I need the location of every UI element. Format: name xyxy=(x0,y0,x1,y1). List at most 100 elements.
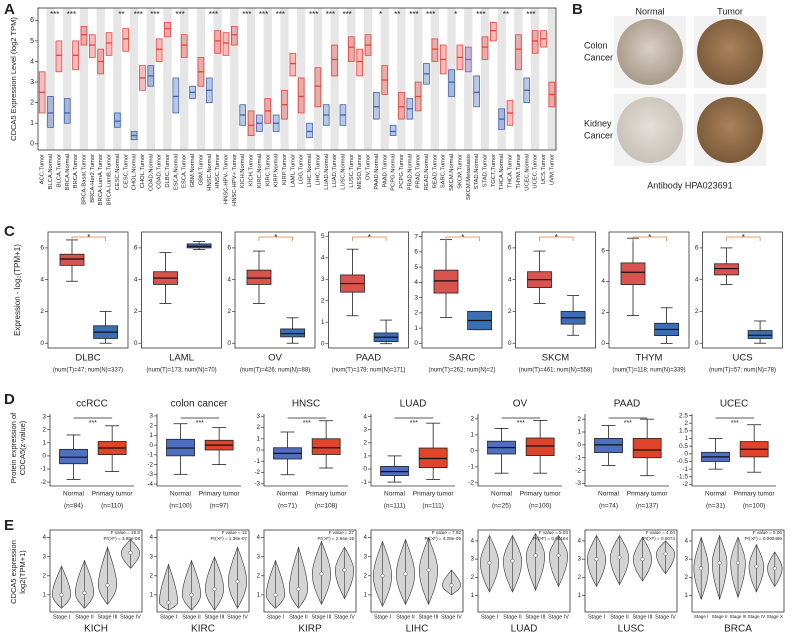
x-tick-label: THYM.Tumor xyxy=(516,154,522,189)
annotation: Pr(>F) = 2.94e-15 xyxy=(317,536,354,541)
y-tick-label: 0 xyxy=(134,340,138,347)
significance: * xyxy=(555,233,558,242)
bracket xyxy=(632,236,667,241)
significance: *** xyxy=(209,10,218,19)
subplot-title: LUSC xyxy=(618,624,645,635)
subplot-title: OV xyxy=(513,399,528,410)
column-label: Tumor xyxy=(717,6,743,16)
box xyxy=(632,438,662,459)
annotation: Pr(>F) = 4.08e-05 xyxy=(424,536,461,541)
x-tick-label: Stage IV xyxy=(120,614,141,620)
plot-frame xyxy=(234,231,316,349)
x-tick-label: Stage IV xyxy=(334,614,355,620)
x-tick-label: KIRP.Normal xyxy=(274,154,280,187)
count-label: (n=100) xyxy=(743,503,766,510)
y-tick-label: 6 xyxy=(134,245,138,252)
subplot-title: OV xyxy=(268,353,282,364)
y-tick-label: 0 xyxy=(363,466,367,473)
y-tick-label: 1 xyxy=(578,593,582,599)
annotation: F value = 27 xyxy=(329,530,355,535)
y-tick-label: 3 xyxy=(257,554,261,560)
y-tick-label: 4 xyxy=(364,535,368,541)
median xyxy=(82,590,87,595)
y-tick-label: 0 xyxy=(470,448,474,455)
y-tick-label: 3 xyxy=(321,276,325,283)
y-tick-label: 0 xyxy=(30,141,34,148)
y-tick-label: 2 xyxy=(577,416,581,423)
subplot-title: THYM xyxy=(636,353,663,364)
stripe xyxy=(113,8,122,150)
significance: * xyxy=(87,233,90,242)
y-tick-label: 4 xyxy=(471,539,475,545)
x-tick-label: ESCA.Normal xyxy=(173,154,179,190)
median xyxy=(296,587,301,592)
y-tick-label: 4 xyxy=(601,278,605,285)
x-tick-label: Stage II xyxy=(289,614,308,620)
y-tick-label: 0 xyxy=(42,453,46,460)
count-label: (n=84) xyxy=(64,503,83,510)
tissue-core xyxy=(617,19,683,85)
box xyxy=(747,330,773,339)
stripe xyxy=(313,8,323,150)
median xyxy=(426,568,431,573)
significance: *** xyxy=(276,10,285,19)
y-tick-label: 7 xyxy=(414,233,418,240)
stripe xyxy=(280,8,289,150)
x-tick-label: KICH.Tumor xyxy=(249,154,255,186)
x-tick-label: KICH.Normal xyxy=(240,154,246,188)
y-tick-label: 0 xyxy=(149,442,153,449)
x-tick-label: Primary tumor xyxy=(92,491,134,498)
significance: *** xyxy=(342,10,351,19)
significance: *** xyxy=(731,420,739,427)
x-tick-label: Stage II xyxy=(503,614,522,620)
count-label: (n=25) xyxy=(492,503,511,510)
y-tick-label: -1 xyxy=(468,464,474,471)
subplot-title: PAAD xyxy=(356,353,381,364)
box xyxy=(356,48,363,77)
x-tick-label: Normal xyxy=(384,491,406,498)
y-tick-label: -2 xyxy=(682,481,688,488)
median xyxy=(754,564,759,569)
y-tick-label: 4 xyxy=(40,276,44,283)
x-tick-label: Normal xyxy=(598,491,620,498)
box xyxy=(280,328,306,338)
significance: * xyxy=(461,233,464,242)
x-tick-label: Stage I xyxy=(694,614,709,619)
y-tick-label: 2 xyxy=(470,416,474,423)
y-tick-label: 3 xyxy=(578,557,582,563)
significance: ** xyxy=(118,10,124,19)
bracket xyxy=(352,236,387,241)
box xyxy=(398,91,405,120)
significance: *** xyxy=(134,10,143,19)
y-tick-label: 2 xyxy=(508,308,512,315)
y-tick-label: 4 xyxy=(257,535,261,541)
y-tick-label: 4 xyxy=(685,539,689,545)
y-tick-label: 3 xyxy=(256,413,260,420)
x-tick-label: HNSC-HPV-.Tumor xyxy=(224,154,230,204)
annotation: F value = 4.04 xyxy=(646,530,676,535)
plot-frame xyxy=(691,529,785,613)
subplot-title: UCS xyxy=(732,353,752,364)
x-tick-label: Stage III xyxy=(97,614,117,620)
x-tick-label: UCS.Tumor xyxy=(541,154,547,184)
row-label: Cancer xyxy=(584,52,613,62)
y-tick-label: 2 xyxy=(40,308,44,315)
y-tick-label: -2 xyxy=(40,479,46,486)
significance: * xyxy=(454,10,457,19)
stripe xyxy=(263,8,272,150)
y-tick-label: -1 xyxy=(682,466,688,473)
box xyxy=(105,32,113,56)
y-tick-label: 2 xyxy=(43,573,47,579)
stripe xyxy=(530,8,540,150)
stripe xyxy=(96,8,105,150)
count-label: (n=100) xyxy=(169,503,192,510)
y-tick-label: 1 xyxy=(150,592,154,598)
axes xyxy=(477,414,562,487)
x-tick-label: SKCM.Metastasis xyxy=(466,154,472,200)
y-tick-label: 0 xyxy=(256,447,260,454)
box xyxy=(247,110,255,136)
column-label: Normal xyxy=(635,6,664,16)
significance: *** xyxy=(326,10,335,19)
y-tick-label: 4 xyxy=(150,535,154,541)
y-tick-label: 4 xyxy=(363,413,367,420)
